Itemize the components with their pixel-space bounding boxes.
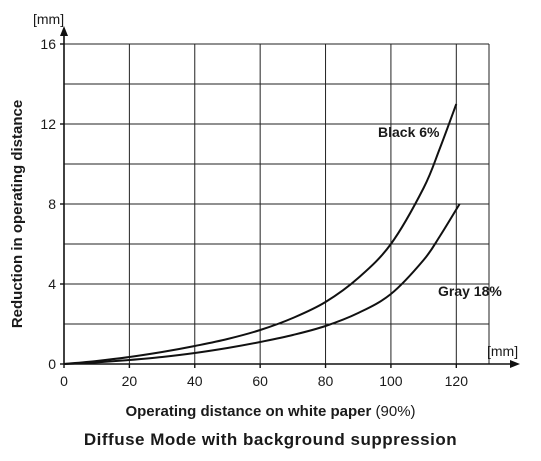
chart-caption: Diffuse Mode with background suppression: [83, 430, 458, 449]
series-line-gray: [63, 203, 461, 365]
x-axis-title-suffix: (90%): [371, 403, 416, 420]
x-unit-label: [mm]: [487, 343, 518, 359]
y-unit-label: [mm]: [33, 11, 64, 27]
y-tick-label: 0: [48, 356, 56, 372]
y-tick-label: 12: [40, 116, 56, 132]
y-tick-label: 4: [48, 276, 56, 292]
series-label-black: Black 6%: [378, 124, 440, 140]
x-tick-label: 80: [318, 373, 334, 389]
x-axis-arrow: [510, 360, 520, 368]
series-line-black: [63, 103, 458, 365]
y-tick-label: 16: [40, 36, 56, 52]
x-tick-label: 100: [379, 373, 403, 389]
y-tick-label: 8: [48, 196, 56, 212]
x-tick-label: 20: [122, 373, 138, 389]
x-axis-title: Operating distance on white paper (90%): [0, 403, 541, 420]
x-axis-title-main: Operating distance on white paper: [125, 403, 372, 420]
series-label-gray: Gray 18%: [438, 283, 502, 299]
x-tick-label: 40: [187, 373, 203, 389]
series-lines: [63, 103, 461, 365]
y-axis-arrow: [60, 26, 68, 36]
grid: [64, 43, 490, 364]
y-axis-title: Reduction in operating distance: [9, 100, 26, 328]
x-tick-label: 60: [252, 373, 268, 389]
tick-labels: 0 4 8 12 16 0 20 40 60 80 100 120: [40, 36, 468, 389]
x-tick-label: 0: [60, 373, 68, 389]
axes: [60, 26, 520, 368]
x-tick-label: 120: [445, 373, 469, 389]
